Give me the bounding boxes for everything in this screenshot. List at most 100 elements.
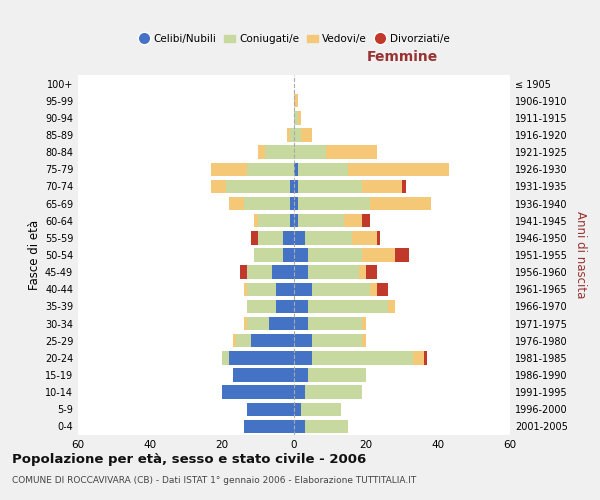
Bar bbox=[247, 266, 272, 279]
Bar bbox=[294, 282, 312, 296]
Bar bbox=[229, 197, 244, 210]
Bar bbox=[294, 94, 298, 108]
Bar bbox=[294, 386, 305, 399]
Bar bbox=[287, 128, 290, 141]
Bar bbox=[272, 266, 294, 279]
Bar bbox=[370, 197, 431, 210]
Bar bbox=[290, 180, 294, 193]
Bar bbox=[211, 162, 247, 176]
Bar bbox=[276, 300, 294, 313]
Bar bbox=[244, 282, 247, 296]
Bar bbox=[294, 351, 312, 364]
Bar bbox=[294, 420, 305, 433]
Bar bbox=[294, 248, 308, 262]
Bar bbox=[247, 300, 276, 313]
Bar bbox=[229, 351, 294, 364]
Bar bbox=[247, 317, 269, 330]
Bar bbox=[298, 197, 370, 210]
Bar bbox=[222, 351, 229, 364]
Bar bbox=[251, 334, 294, 347]
Bar bbox=[233, 368, 294, 382]
Bar bbox=[258, 214, 290, 228]
Bar bbox=[247, 282, 276, 296]
Bar bbox=[269, 317, 294, 330]
Bar bbox=[294, 300, 308, 313]
Bar bbox=[308, 317, 362, 330]
Bar bbox=[312, 282, 370, 296]
Bar bbox=[424, 351, 427, 364]
Bar bbox=[247, 162, 294, 176]
Bar bbox=[294, 214, 298, 228]
Bar bbox=[294, 266, 308, 279]
Bar bbox=[244, 317, 247, 330]
Bar bbox=[251, 231, 258, 244]
Bar bbox=[305, 231, 352, 244]
Bar bbox=[283, 248, 294, 262]
Bar bbox=[326, 146, 377, 159]
Bar bbox=[258, 231, 283, 244]
Bar bbox=[211, 180, 226, 193]
Bar bbox=[254, 248, 283, 262]
Bar bbox=[247, 402, 294, 416]
Bar bbox=[362, 180, 402, 193]
Bar bbox=[254, 214, 258, 228]
Bar bbox=[402, 180, 406, 193]
Bar bbox=[226, 180, 290, 193]
Bar bbox=[413, 351, 424, 364]
Bar bbox=[298, 162, 348, 176]
Bar bbox=[344, 214, 362, 228]
Bar bbox=[359, 266, 366, 279]
Bar bbox=[290, 197, 294, 210]
Bar bbox=[236, 334, 251, 347]
Bar bbox=[276, 282, 294, 296]
Bar bbox=[305, 386, 362, 399]
Bar bbox=[233, 334, 236, 347]
Bar bbox=[362, 317, 366, 330]
Bar bbox=[265, 146, 294, 159]
Bar bbox=[290, 128, 294, 141]
Bar bbox=[352, 231, 377, 244]
Bar bbox=[308, 266, 359, 279]
Bar bbox=[294, 146, 326, 159]
Bar bbox=[298, 111, 301, 124]
Bar bbox=[294, 317, 308, 330]
Y-axis label: Anni di nascita: Anni di nascita bbox=[574, 212, 587, 298]
Bar bbox=[301, 128, 312, 141]
Bar bbox=[294, 368, 308, 382]
Bar bbox=[308, 248, 362, 262]
Bar bbox=[294, 128, 301, 141]
Bar bbox=[298, 214, 344, 228]
Bar bbox=[294, 180, 298, 193]
Bar bbox=[362, 334, 366, 347]
Bar bbox=[362, 214, 370, 228]
Text: Popolazione per età, sesso e stato civile - 2006: Popolazione per età, sesso e stato civil… bbox=[12, 452, 366, 466]
Bar bbox=[312, 334, 362, 347]
Bar bbox=[308, 368, 366, 382]
Y-axis label: Fasce di età: Fasce di età bbox=[28, 220, 41, 290]
Bar bbox=[348, 162, 449, 176]
Bar bbox=[290, 214, 294, 228]
Bar bbox=[244, 197, 290, 210]
Bar bbox=[370, 282, 377, 296]
Legend: Celibi/Nubili, Coniugati/e, Vedovi/e, Divorziati/e: Celibi/Nubili, Coniugati/e, Vedovi/e, Di… bbox=[134, 30, 454, 48]
Bar bbox=[244, 420, 294, 433]
Bar bbox=[283, 231, 294, 244]
Bar bbox=[294, 162, 298, 176]
Bar bbox=[294, 197, 298, 210]
Bar bbox=[377, 282, 388, 296]
Bar bbox=[377, 231, 380, 244]
Text: Femmine: Femmine bbox=[367, 50, 437, 64]
Bar bbox=[298, 180, 362, 193]
Bar bbox=[366, 266, 377, 279]
Bar bbox=[301, 402, 341, 416]
Bar bbox=[294, 231, 305, 244]
Bar bbox=[395, 248, 409, 262]
Bar bbox=[294, 111, 298, 124]
Bar bbox=[312, 351, 413, 364]
Bar bbox=[308, 300, 388, 313]
Bar bbox=[258, 146, 265, 159]
Bar bbox=[222, 386, 294, 399]
Bar bbox=[362, 248, 395, 262]
Text: COMUNE DI ROCCAVIVARA (CB) - Dati ISTAT 1° gennaio 2006 - Elaborazione TUTTITALI: COMUNE DI ROCCAVIVARA (CB) - Dati ISTAT … bbox=[12, 476, 416, 485]
Bar bbox=[388, 300, 395, 313]
